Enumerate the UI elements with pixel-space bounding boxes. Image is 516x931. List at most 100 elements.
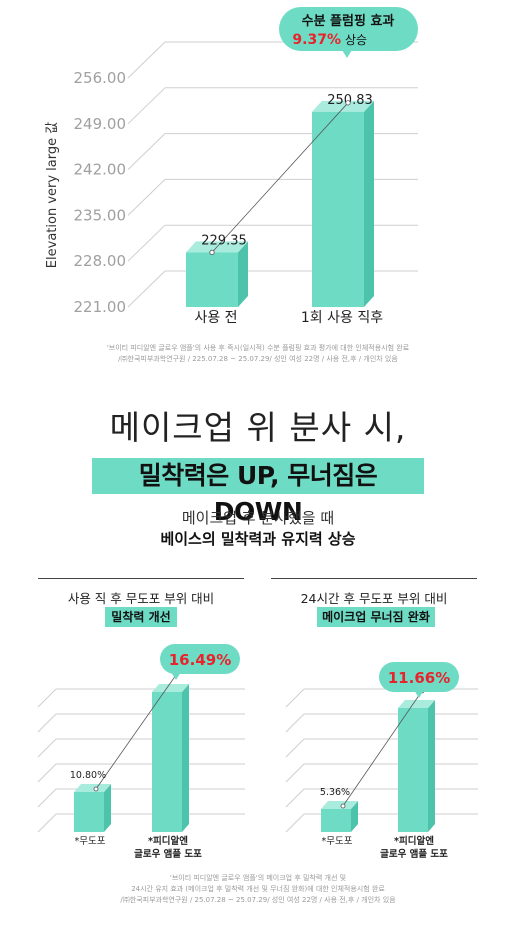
- y-tick-label: 249.00: [74, 115, 127, 133]
- bar-top: [312, 100, 374, 112]
- bar: [398, 700, 435, 832]
- grid-diag: [285, 788, 305, 808]
- disclaimer-line: '브이티 피디알엔 글로우 앰플'의 사용 후 즉시(일시적) 수분 플럼핑 효…: [106, 344, 410, 352]
- trend-line: [95, 674, 177, 790]
- grid-diag: [285, 813, 305, 833]
- trend-point: [209, 249, 215, 255]
- callout-bubble: 수분 플럼핑 효과 9.37% 상승: [279, 7, 418, 58]
- disclaimer-line: '브이티 피디알엔 글로우 앰플'의 메이크업 후 밀착력 개선 및: [169, 874, 347, 882]
- bar-side: [182, 684, 189, 832]
- grid-diag: [127, 224, 166, 262]
- bar-side: [104, 784, 111, 832]
- bar-top: [152, 684, 189, 692]
- grid-diag: [127, 133, 166, 170]
- data-label: 229.35: [201, 233, 247, 248]
- y-tick-label: 235.00: [74, 206, 127, 224]
- right-panel-title: 24시간 후 무도포 부위 대비: [300, 591, 448, 606]
- bar-front: [152, 692, 182, 832]
- grid-diag: [37, 738, 57, 758]
- x-tick-label: *무도포: [75, 836, 106, 847]
- top-chart-grid: [127, 41, 418, 308]
- y-tick-label: 256.00: [74, 69, 127, 87]
- grid-diag: [285, 738, 305, 758]
- trend-point: [345, 100, 351, 106]
- trend-line: [342, 690, 423, 807]
- bar-top: [398, 700, 435, 708]
- right-badge: 11.66%: [379, 662, 459, 698]
- highlight-headline: 밀착력은 UP, 무너짐은 DOWN: [138, 461, 378, 526]
- section-title: 메이크업 위 분사 시,: [109, 408, 407, 447]
- callout-suffix: 상승: [345, 33, 367, 47]
- grid-diag: [285, 688, 305, 708]
- bar-side: [351, 801, 358, 832]
- right-panel-tag: 메이크업 무너짐 완화: [317, 607, 435, 627]
- data-label: 250.83: [327, 93, 373, 108]
- subtitle-2: 베이스의 밀착력과 유지력 상승: [160, 530, 356, 548]
- grid-diag: [37, 688, 57, 708]
- left-panel-title: 사용 직 후 무도포 부위 대비: [67, 591, 215, 606]
- grid-diag: [37, 763, 57, 783]
- x-tick-label: 글로우 앰플 도포: [134, 848, 202, 860]
- callout-percent: 9.37%: [292, 32, 341, 48]
- disclaimer-line: 24시간 유지 효과 (메이크업 후 밀착력 개선 및 무너짐 완화)에 대한 …: [131, 885, 385, 893]
- bar-side: [364, 100, 374, 307]
- grid-diag: [37, 813, 57, 833]
- y-tick-label: 221.00: [74, 298, 127, 316]
- x-tick-label: *무도포: [322, 836, 353, 847]
- right-badge-value: 11.66%: [388, 669, 450, 687]
- top-disclaimer: '브이티 피디알엔 글로우 앰플'의 사용 후 즉시(일시적) 수분 플럼핑 효…: [0, 343, 516, 365]
- bar-top: [74, 784, 111, 792]
- y-tick-label: 242.00: [74, 161, 127, 179]
- grid-diag: [127, 179, 166, 216]
- bar: [152, 684, 189, 832]
- top-chart-bars: [186, 100, 374, 307]
- right-panel-rule: [271, 578, 477, 579]
- top-chart: 221.00 228.00 235.00 242.00 249.00 256.00 Ele…: [45, 7, 418, 326]
- grid-diag: [285, 763, 305, 783]
- left-panel-tag: 밀착력 개선: [105, 607, 177, 627]
- left-panel-rule: [38, 578, 244, 579]
- left-badge: 16.49%: [160, 644, 240, 680]
- grid-diag: [127, 87, 166, 125]
- bar: [321, 801, 358, 832]
- trend-line: [211, 102, 349, 253]
- bar: [74, 784, 111, 832]
- bar-front: [186, 252, 238, 307]
- disclaimer-line: /㈜한국피부과학연구원 / 225.07.28 ~ 25.07.29/ 성인 여…: [118, 355, 398, 363]
- disclaimer-line: /㈜한국피부과학연구원 / 25.07.28 ~ 25.07.29/ 성인 여성…: [120, 896, 396, 904]
- bar-front: [312, 111, 364, 307]
- bottom-disclaimer: '브이티 피디알엔 글로우 앰플'의 메이크업 후 밀착력 개선 및 24시간 …: [0, 873, 516, 906]
- callout-line1: 수분 플럼핑 효과: [302, 13, 395, 29]
- bar-front: [398, 708, 428, 832]
- highlight-bar: [92, 458, 424, 494]
- left-badge-value: 16.49%: [169, 651, 231, 669]
- x-tick-label: *피디알엔: [394, 835, 434, 847]
- bar-side: [238, 241, 248, 307]
- data-label: 5.36%: [320, 787, 350, 798]
- x-tick-label: *피디알엔: [148, 835, 188, 847]
- subtitle-1: 메이크업 후 분사했을 때: [181, 509, 335, 527]
- bar-front: [74, 792, 104, 832]
- trend-point: [93, 786, 99, 792]
- trend-point: [340, 803, 346, 809]
- grid-diag: [37, 788, 57, 808]
- bar: [186, 241, 248, 307]
- x-tick-label: 1회 사용 직후: [301, 310, 383, 326]
- y-axis-label: Elevation very large 값: [45, 122, 60, 268]
- grid-diag: [127, 41, 166, 79]
- grid-diag: [127, 270, 166, 308]
- grid-diag: [285, 713, 305, 733]
- x-tick-label: 글로우 앰플 도포: [380, 848, 448, 860]
- y-tick-label: 228.00: [74, 252, 127, 270]
- bar-side: [428, 700, 435, 832]
- bar-top: [321, 801, 358, 809]
- top-chart-yticks: 221.00 228.00 235.00 242.00 249.00 256.00: [74, 69, 127, 316]
- bar-front: [321, 809, 351, 832]
- grid-diag: [37, 713, 57, 733]
- bar: [312, 100, 374, 307]
- data-label: 10.80%: [70, 770, 106, 781]
- x-tick-label: 사용 전: [194, 310, 237, 326]
